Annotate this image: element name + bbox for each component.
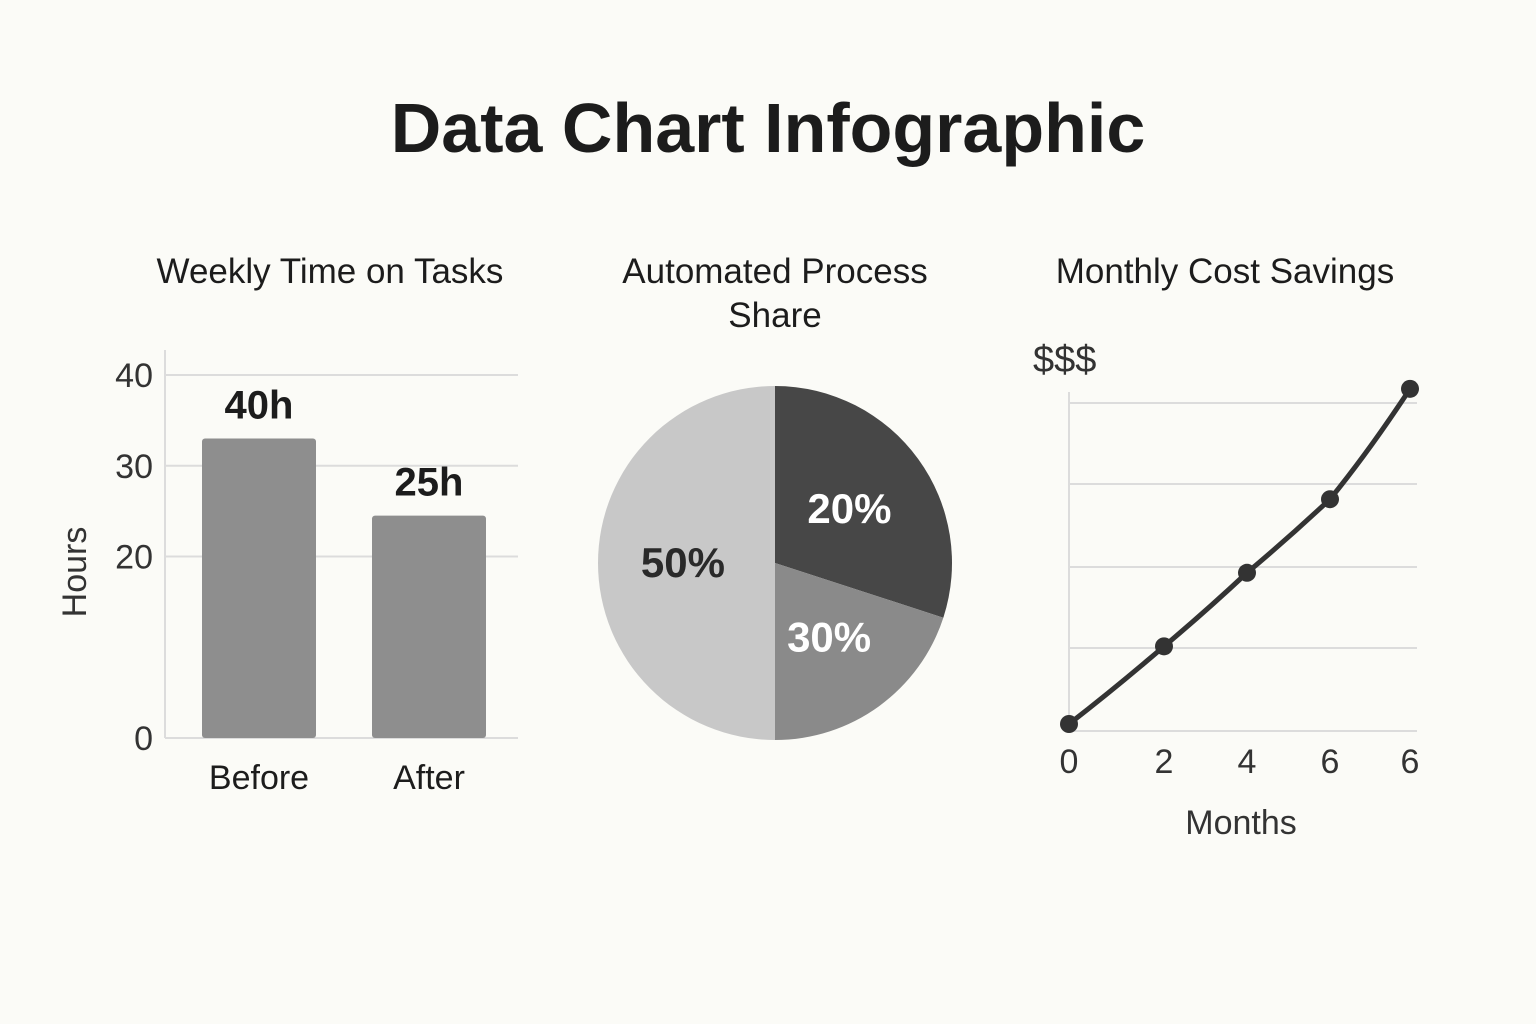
line-y-axis-label: $$$ [1033, 339, 1096, 381]
line-point [1401, 379, 1419, 398]
line-point [1155, 637, 1173, 656]
bar-y-tick-label: 40 [115, 357, 153, 395]
bar-chart-title: Weekly Time on Tasks [156, 252, 504, 291]
pie-slice-label: 50% [641, 539, 725, 586]
bar [202, 438, 316, 738]
pie-slice-label: 30% [787, 613, 871, 660]
line-point [1238, 563, 1256, 582]
line-point [1321, 490, 1339, 509]
line-point [1060, 715, 1078, 733]
line-x-axis-label: Months [1185, 804, 1297, 842]
bar-category-label: Before [209, 759, 309, 797]
pie-slice [775, 386, 952, 618]
pie-slice [775, 563, 944, 740]
line-x-tick-label: 6 [1321, 743, 1340, 781]
line-series [1066, 386, 1413, 727]
bar-y-tick-label: 0 [134, 720, 153, 758]
bar [372, 515, 486, 738]
bar-data-label: 40h [225, 384, 294, 428]
line-x-tick-label: 0 [1060, 743, 1079, 781]
bar-category-label: After [393, 759, 465, 797]
pie-chart-title: Automated Process Share [622, 252, 928, 335]
line-x-tick-label: 4 [1238, 743, 1257, 781]
bar-y-tick-label: 30 [115, 448, 153, 486]
bar-data-label: 25h [395, 461, 464, 505]
line-chart-title: Monthly Cost Savings [1055, 252, 1395, 291]
bar-y-tick-label: 20 [115, 539, 153, 577]
page-title: Data Chart Infographic [390, 89, 1146, 167]
line-x-tick-label: 2 [1155, 743, 1174, 781]
pie-slice-label: 20% [807, 485, 891, 532]
pie-slice [598, 386, 775, 740]
line-x-tick-label: 6 [1401, 743, 1420, 781]
bar-y-axis-label: Hours [56, 527, 94, 618]
